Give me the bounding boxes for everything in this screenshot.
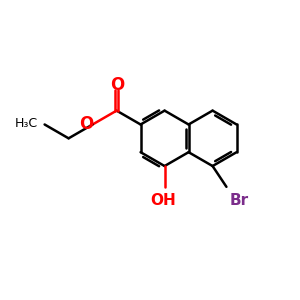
- Text: O: O: [79, 115, 93, 133]
- Text: H₃C: H₃C: [15, 117, 38, 130]
- Text: Br: Br: [230, 193, 249, 208]
- Text: OH: OH: [150, 193, 176, 208]
- Text: O: O: [110, 76, 124, 94]
